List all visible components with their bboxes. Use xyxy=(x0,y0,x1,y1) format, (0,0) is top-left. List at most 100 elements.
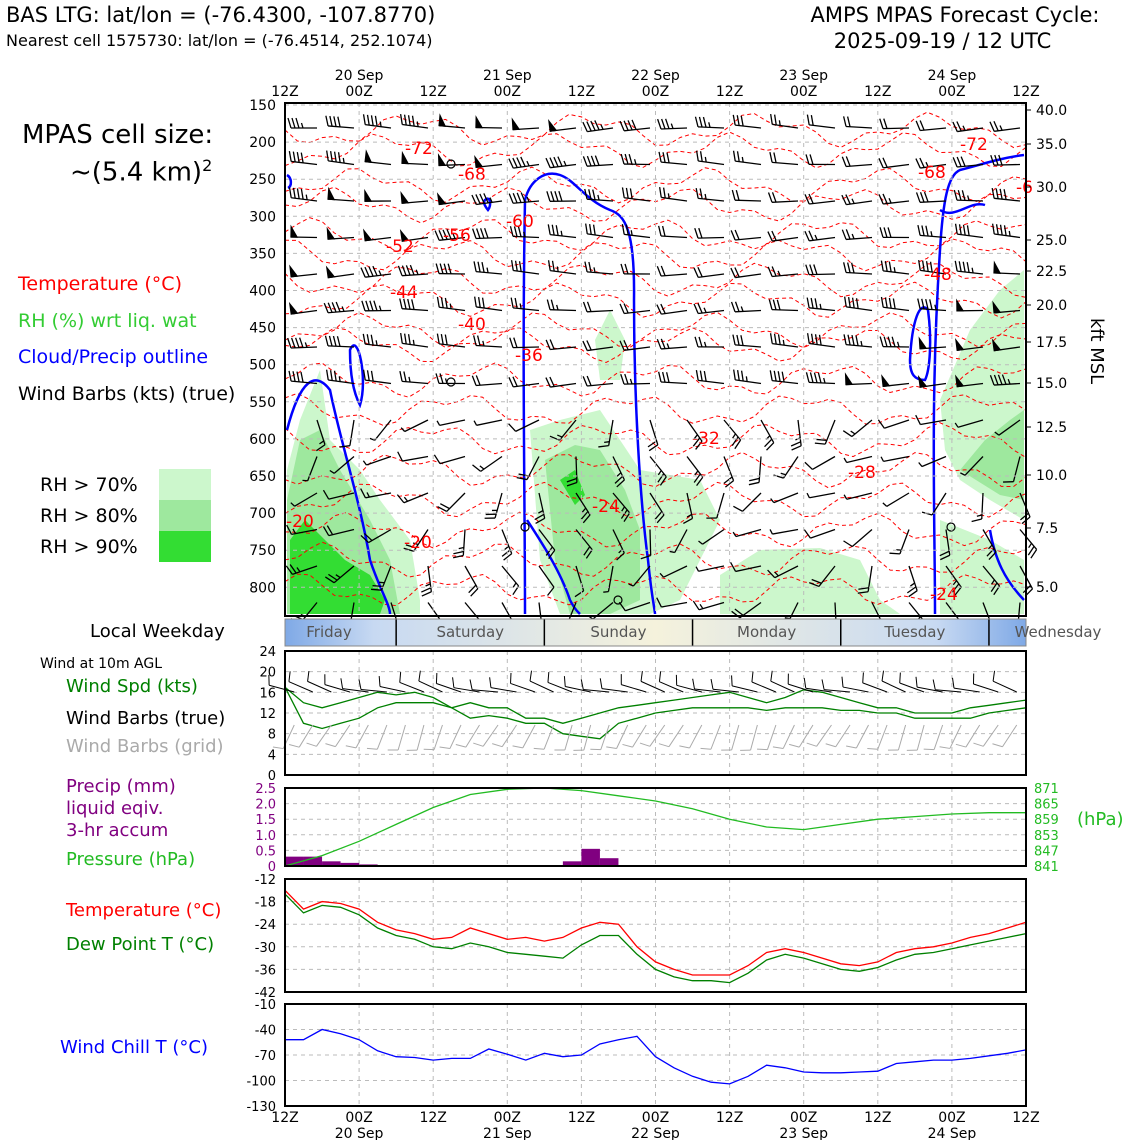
y-tick-label: -36 xyxy=(255,963,276,978)
wind-barb xyxy=(954,260,984,275)
wind-barb xyxy=(603,565,614,593)
wind-barb xyxy=(619,340,651,351)
y-tick-label: -100 xyxy=(246,1075,276,1090)
wind-barb xyxy=(546,191,577,202)
wind-barb xyxy=(546,299,577,312)
wind-barb xyxy=(574,565,585,598)
temperature-label: -40 xyxy=(458,315,486,335)
wind-barb xyxy=(438,113,466,129)
top-date-label: 22 Sep xyxy=(631,68,680,84)
wind-barb xyxy=(327,186,355,202)
top-time-tick: 12Z xyxy=(716,84,743,100)
wind-barb-true xyxy=(787,673,814,693)
wind-barb xyxy=(508,156,540,169)
wind-barb xyxy=(843,334,873,348)
temperature-contour xyxy=(284,166,1027,204)
wind-barb xyxy=(806,114,836,129)
wind-barb xyxy=(842,116,873,129)
legend-rh90-swatch xyxy=(159,531,211,562)
wind-barb-true xyxy=(489,677,517,693)
top-time-tick: 12Z xyxy=(419,84,446,100)
pressure-tick: 650 xyxy=(249,469,276,485)
wind-barb xyxy=(401,150,429,166)
pressure-tick: 500 xyxy=(249,358,276,374)
wind-barb xyxy=(434,229,466,241)
legend-rh70-swatch xyxy=(159,469,211,500)
wind-barb xyxy=(287,117,317,129)
wind-barb xyxy=(954,419,984,428)
wind-barb xyxy=(954,223,984,239)
y-tick-label: 2.5 xyxy=(255,782,276,797)
wind-barb xyxy=(770,492,799,504)
wind-barb xyxy=(730,229,762,241)
wind-barb xyxy=(360,528,392,544)
dewpoint-line xyxy=(284,893,1027,984)
top-time-tick: 00Z xyxy=(345,84,372,100)
wind-barb xyxy=(547,260,577,275)
top-time-tick: 12Z xyxy=(568,84,595,100)
temperature-contour xyxy=(284,238,1027,272)
wind-barb xyxy=(657,118,688,130)
wind-barb-true xyxy=(358,679,387,693)
wind-barb xyxy=(769,152,799,166)
wind-barb xyxy=(877,419,910,429)
wind-barb-grid xyxy=(772,724,795,749)
wind-barb xyxy=(323,301,355,314)
cloud-outline xyxy=(939,202,986,214)
wind-barb-grid xyxy=(806,724,832,747)
wind-barb xyxy=(915,120,947,132)
temperature-label: -44 xyxy=(390,283,418,303)
wind-barb xyxy=(472,455,503,472)
wind-barb xyxy=(686,456,704,487)
wind-barb-grid xyxy=(955,724,981,748)
wind-barb xyxy=(808,565,836,588)
legend-dewpoint: Dew Point T (°C) xyxy=(66,934,215,955)
wind-barb xyxy=(723,456,735,488)
height-tick: 20.0 xyxy=(1036,298,1067,314)
temperature-label: -56 xyxy=(443,226,471,246)
y-tick-label: 4 xyxy=(268,748,276,763)
precip-bar xyxy=(303,856,323,866)
weekday-label: Tuesday xyxy=(883,623,945,641)
wind-barb xyxy=(879,118,910,130)
bottom-time-tick: 00Z xyxy=(494,1110,521,1126)
wind-barb xyxy=(844,372,873,386)
wind-barb xyxy=(400,190,429,204)
wind-barb xyxy=(880,455,910,463)
wind-barb xyxy=(511,117,540,131)
wind-barb xyxy=(437,153,466,167)
wind-barb xyxy=(582,340,614,352)
wind-barb xyxy=(435,263,466,275)
wind-barb-grid xyxy=(846,724,869,749)
cloud-outline xyxy=(525,519,581,615)
wind-barb-true xyxy=(399,671,425,693)
temperature-label: -24 xyxy=(592,497,620,517)
wind-barb xyxy=(971,492,984,523)
wind-barb xyxy=(748,456,762,486)
wind-barb xyxy=(917,374,947,388)
wind-barb xyxy=(362,369,392,385)
wind-barb xyxy=(915,414,947,426)
wind-chill-line xyxy=(285,1028,1027,1085)
wind-barb xyxy=(857,565,873,594)
temperature-label: -72 xyxy=(960,135,988,155)
wind-barb xyxy=(843,262,873,275)
legend-wind-barbs-true: Wind Barbs (true) xyxy=(66,708,226,729)
pressure-tick: 750 xyxy=(249,543,276,559)
wind-barb xyxy=(509,226,540,239)
wind-barb xyxy=(1003,456,1021,483)
wind-barb xyxy=(474,155,503,168)
wind-barb-true xyxy=(899,672,925,693)
wind-barb xyxy=(285,564,318,575)
legend-rh90-label: RH > 90% xyxy=(40,536,138,558)
wind-barb xyxy=(436,333,466,348)
bottom-time-tick: 12Z xyxy=(1012,1110,1039,1126)
weekday-bar: Friday Saturday Sunday Monday Tuesday Wednesd… xyxy=(284,618,1102,647)
temperature-label: -20 xyxy=(286,512,314,532)
wind-barb-grid xyxy=(973,724,999,747)
wind-barb xyxy=(939,529,951,561)
wind-barb xyxy=(288,370,318,385)
wind-barb xyxy=(437,492,466,513)
wind-barb-true xyxy=(563,676,591,693)
